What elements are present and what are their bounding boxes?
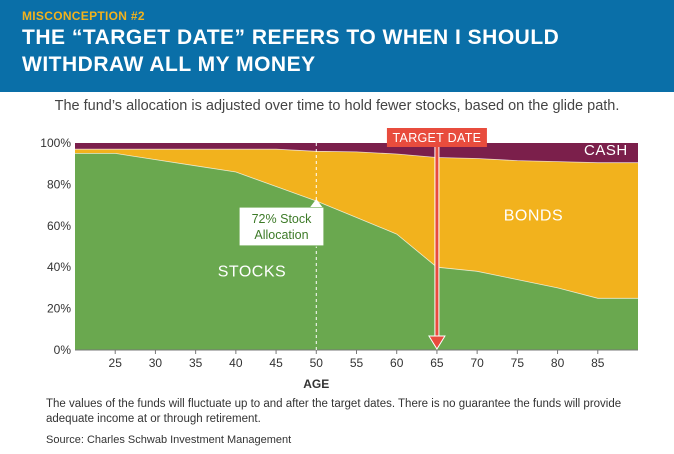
annotation-box (238, 206, 325, 247)
area-stocks (75, 153, 638, 350)
x-tick-label: 75 (511, 356, 525, 370)
target-date-label-box (386, 128, 487, 147)
x-axis-label: AGE (303, 377, 329, 391)
x-tick-label: 85 (591, 356, 605, 370)
x-tick-label: 60 (390, 356, 404, 370)
source-note: Source: Charles Schwab Investment Manage… (46, 434, 292, 446)
y-tick-label: 60% (47, 219, 71, 233)
boundary-bonds (75, 148, 638, 164)
y-tick-label: 0% (54, 343, 72, 357)
y-tick-label: 100% (40, 136, 71, 150)
area-bonds (75, 149, 638, 299)
page-title: THE “TARGET DATE” REFERS TO WHEN I SHOUL… (22, 26, 560, 76)
chart-subtitle: The fund’s allocation is adjusted over t… (54, 98, 620, 114)
x-tick-label: 30 (149, 356, 163, 370)
annotation-pointer (310, 199, 323, 207)
series-label-stocks: STOCKS (218, 263, 287, 280)
x-tick-label: 55 (350, 356, 364, 370)
y-tick-label: 40% (47, 260, 71, 274)
x-tick-label: 80 (551, 356, 565, 370)
target-arrow-head (428, 335, 446, 350)
y-tick-label: 20% (47, 302, 71, 316)
annotation-text-line1: 72% Stock (252, 212, 313, 226)
eyebrow-label: MISCONCEPTION #2 (22, 9, 145, 23)
x-tick-label: 40 (229, 356, 243, 370)
series-label-bonds: BONDS (504, 207, 563, 224)
glide-path-chart: STOCKS BONDS CASH 0% 20% 40% 60% 80% 100% 25 30 35 4… (40, 128, 638, 391)
annotation-text-line2: Allocation (254, 228, 308, 242)
x-tick-label: 70 (470, 356, 484, 370)
x-tick-label: 45 (269, 356, 283, 370)
x-tick-label: 25 (109, 356, 123, 370)
target-date-label: TARGET DATE (393, 131, 482, 145)
x-tick-label: 65 (430, 356, 444, 370)
y-tick-label: 80% (47, 177, 71, 191)
footnote: The values of the funds will fluctuate u… (46, 398, 622, 425)
area-cash (75, 143, 638, 163)
series-label-cash: CASH (584, 142, 628, 159)
x-tick-label: 35 (189, 356, 203, 370)
boundary-stocks (75, 153, 638, 299)
header-banner: MISCONCEPTION #2 THE “TARGET DATE” REFER… (0, 0, 674, 92)
x-tick-label: 50 (310, 356, 324, 370)
